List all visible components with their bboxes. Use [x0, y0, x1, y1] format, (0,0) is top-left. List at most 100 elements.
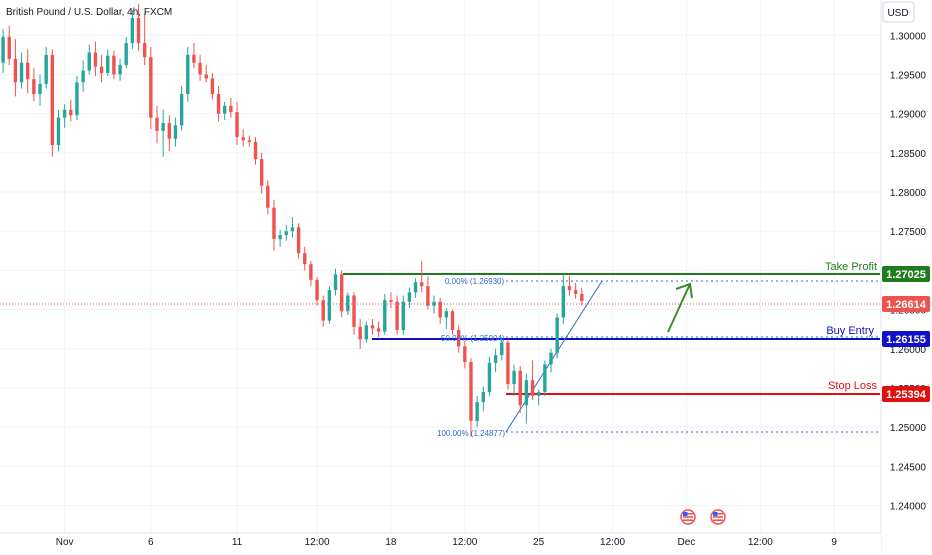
- fib-50-label: 50.00% (1.25904): [441, 334, 505, 343]
- candle: [309, 261, 313, 287]
- candle: [315, 276, 319, 306]
- candle: [358, 319, 362, 349]
- candle: [216, 86, 221, 122]
- candle: [223, 101, 227, 120]
- candle: [161, 109, 165, 157]
- stop-loss-price: 1.25394: [886, 389, 927, 401]
- y-tick-label: 1.26000: [890, 345, 927, 356]
- stop-loss-label: Stop Loss: [828, 380, 877, 392]
- candle: [62, 104, 67, 128]
- candle: [389, 292, 393, 309]
- candle: [13, 39, 18, 97]
- y-tick-label: 1.24000: [890, 502, 927, 513]
- candle: [186, 47, 190, 102]
- y-tick-label: 1.27500: [890, 227, 927, 238]
- candle: [561, 274, 566, 324]
- candle: [173, 117, 178, 147]
- candle: [198, 54, 202, 81]
- x-tick-label: 11: [232, 537, 243, 548]
- candle: [266, 180, 270, 214]
- candle: [475, 395, 479, 428]
- candle: [456, 325, 461, 353]
- candle: [210, 72, 215, 100]
- candle: [44, 47, 48, 89]
- candle: [395, 295, 399, 335]
- y-tick-label: 1.25000: [890, 423, 927, 434]
- candle: [339, 270, 344, 318]
- candle: [272, 199, 276, 251]
- y-tick-label: 1.28000: [890, 188, 927, 199]
- candle: [450, 309, 455, 335]
- fib-100-label: 100.00% (1.24877): [437, 429, 505, 438]
- candle: [444, 308, 449, 330]
- candle: [81, 60, 85, 92]
- candle: [321, 295, 325, 327]
- candle: [555, 313, 559, 359]
- x-tick-label: 6: [148, 537, 154, 548]
- candle: [303, 246, 307, 271]
- candle: [413, 278, 418, 298]
- candle: [333, 268, 338, 296]
- candle: [167, 115, 172, 152]
- candle: [192, 43, 196, 69]
- candle: [19, 52, 24, 89]
- candle: [407, 287, 412, 309]
- candle: [1, 29, 5, 73]
- currency-button[interactable]: [882, 1, 915, 23]
- candle: [112, 50, 116, 80]
- candle: [296, 223, 301, 259]
- candle: [56, 109, 61, 152]
- candle: [69, 99, 73, 122]
- stop-loss-badge: [882, 386, 930, 402]
- up-arrow-icon: [667, 282, 693, 333]
- candle: [253, 137, 258, 165]
- candles-layer: [1, 3, 584, 437]
- candle: [26, 49, 30, 94]
- x-axis-ticks: Nov 6 11 12:00 18 12:00 25 12:00 Dec 12:00 9: [56, 537, 838, 548]
- buy-entry-badge: [882, 331, 930, 347]
- candle: [493, 348, 498, 373]
- time-scale-panel[interactable]: [0, 533, 881, 550]
- candle: [99, 54, 104, 83]
- candle: [259, 152, 264, 194]
- candle: [463, 340, 467, 369]
- candle: [229, 97, 233, 118]
- x-tick-label: 9: [831, 537, 837, 548]
- buy-entry-label: Buy Entry: [826, 325, 874, 337]
- candle: [500, 337, 504, 361]
- candle: [506, 339, 510, 390]
- currency-label[interactable]: USD: [887, 8, 908, 19]
- current-price-value: 1.26614: [886, 299, 927, 311]
- candle: [530, 360, 535, 400]
- take-profit-price: 1.27025: [886, 269, 926, 281]
- candle: [376, 321, 381, 338]
- candle: [136, 3, 141, 51]
- current-price-badge: [882, 296, 930, 312]
- candle: [235, 101, 239, 146]
- x-tick-label: Nov: [56, 537, 74, 548]
- x-tick-label: 12:00: [748, 537, 773, 548]
- candle: [247, 135, 252, 147]
- candle: [481, 386, 485, 412]
- candle: [130, 10, 135, 50]
- candle: [284, 224, 288, 241]
- fib-trend-line: [505, 280, 603, 433]
- candle: [179, 86, 184, 131]
- us-flag-icon[interactable]: [710, 509, 726, 525]
- buy-entry-price: 1.26155: [886, 334, 926, 346]
- candle: [290, 217, 295, 238]
- candle: [87, 44, 91, 75]
- y-tick-label: 1.30000: [890, 31, 927, 42]
- us-flag-icon[interactable]: [680, 509, 696, 525]
- candle: [580, 287, 584, 306]
- x-tick-label: 12:00: [452, 537, 477, 548]
- x-tick-label: Dec: [678, 537, 696, 548]
- candle: [536, 389, 541, 406]
- x-tick-label: 12:00: [600, 537, 625, 548]
- fib-0-label: 0.00% (1.26930): [445, 277, 504, 286]
- candle: [524, 373, 529, 424]
- x-tick-label: 18: [385, 537, 397, 548]
- candle: [124, 36, 128, 69]
- candle: [426, 276, 430, 310]
